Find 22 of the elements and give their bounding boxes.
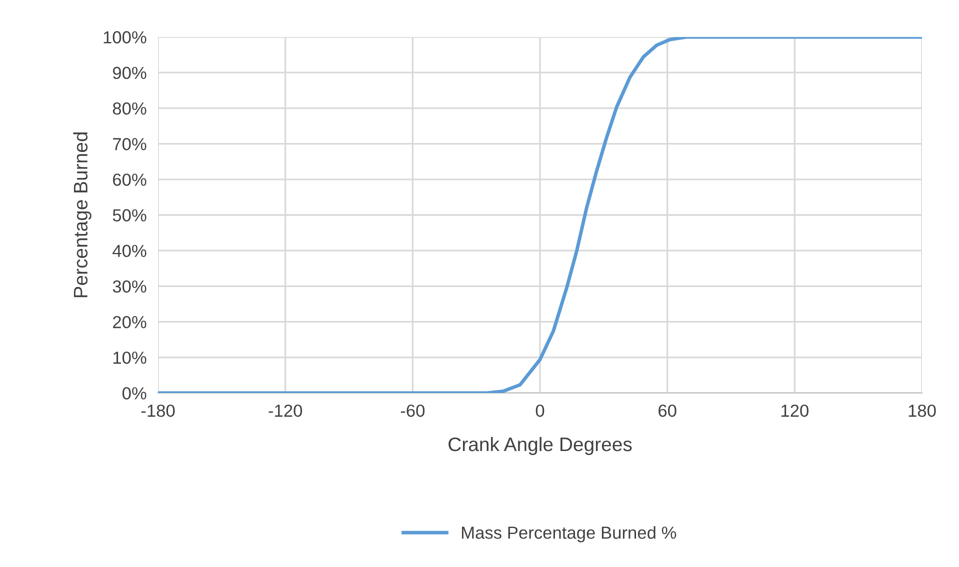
y-tick-label: 10%	[113, 352, 146, 364]
y-tick-label: 0%	[122, 387, 146, 400]
x-tick-label: 0	[536, 404, 544, 417]
y-tick-label: 30%	[112, 280, 146, 293]
x-tick-label: -180	[141, 404, 175, 417]
y-tick-label: 90%	[112, 66, 146, 80]
y-tick-label: 70%	[113, 138, 146, 150]
y-tick-label: 100%	[104, 31, 146, 44]
y-tick-label: 40%	[112, 244, 146, 258]
x-tick-label: 120	[782, 404, 808, 417]
y-tick-label: 50%	[112, 209, 146, 222]
x-tick-label: 60	[658, 404, 676, 417]
x-tick-label: -60	[400, 404, 425, 417]
y-tick-label: 20%	[113, 316, 146, 328]
y-axis-title: Percentage Burned	[73, 132, 92, 298]
y-tick-label: 80%	[112, 102, 146, 115]
x-axis-title: Crank Angle Degrees	[448, 436, 632, 456]
x-tick-label: 180	[908, 404, 936, 417]
line-series	[158, 37, 922, 393]
y-tick-label: 60%	[113, 174, 146, 186]
x-tick-label: -120	[268, 404, 302, 417]
legend-label: Mass Percentage Burned %	[462, 526, 676, 542]
